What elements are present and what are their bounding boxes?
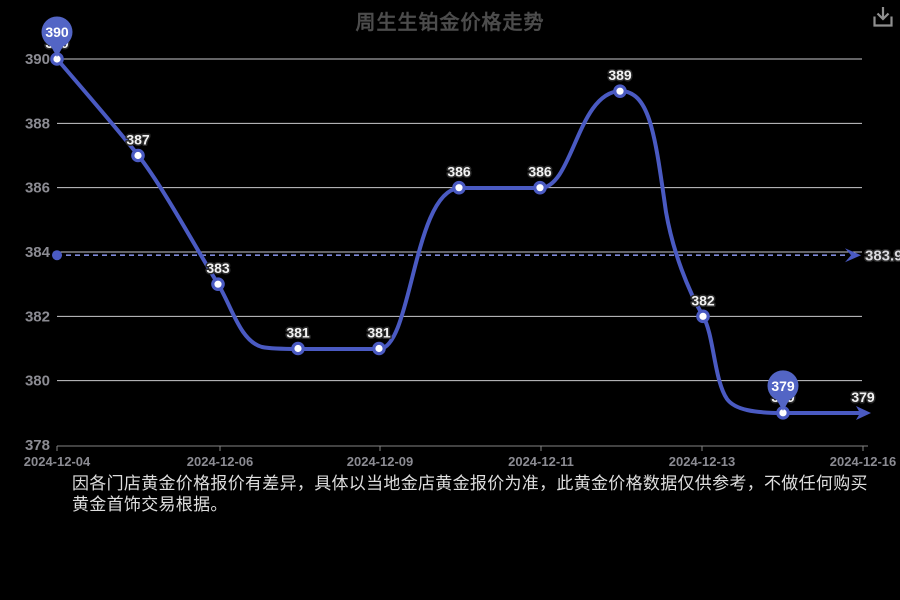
- x-tick-label: 2024-12-09: [347, 454, 414, 469]
- data-point-label: 386: [528, 164, 552, 180]
- data-point-label: 389: [608, 67, 632, 83]
- data-point-marker[interactable]: [613, 84, 627, 98]
- data-point-marker[interactable]: [372, 341, 386, 356]
- y-tick-label: 380: [25, 373, 50, 390]
- chart-title: 周生生铂金价格走势: [355, 12, 545, 34]
- download-icon[interactable]: [870, 4, 896, 30]
- x-tick-label: 2024-12-13: [669, 454, 736, 469]
- current-price-arrow-icon: [845, 248, 861, 263]
- download-arrow-head: [876, 12, 890, 21]
- price-badge-balloon: [767, 370, 799, 402]
- data-point-marker[interactable]: [131, 148, 145, 163]
- data-point-label: 382: [691, 292, 715, 308]
- x-tick-label: 2024-12-11: [508, 454, 574, 469]
- data-point-label: 386: [447, 164, 471, 180]
- y-tick-label: 386: [25, 180, 50, 197]
- line-end-arrow-icon: [856, 406, 871, 420]
- x-tick-label: 2024-12-04: [24, 454, 91, 469]
- download-tray: [873, 16, 893, 27]
- data-point-label: 383: [206, 260, 230, 276]
- data-point-label: 379: [851, 389, 875, 405]
- y-tick-label: 378: [25, 437, 50, 454]
- data-point-label: 381: [367, 325, 391, 341]
- data-point-marker[interactable]: [211, 277, 225, 291]
- current-price-label: 383.9: [865, 248, 900, 265]
- x-tick-label: 2024-12-16: [830, 454, 897, 469]
- disclaimer-text: 因各门店黄金价格报价有差异，具体以当地金店黄金报价为准，此黄金价格数据仅供参考，…: [72, 474, 868, 514]
- data-point-marker[interactable]: [533, 180, 547, 195]
- x-tick-label: 2024-12-06: [187, 454, 254, 469]
- price-line: [55, 57, 865, 415]
- price-badge-label: 390: [45, 24, 69, 40]
- y-tick-label: 384: [25, 244, 51, 261]
- data-point-marker[interactable]: [452, 180, 466, 195]
- data-point-marker[interactable]: [696, 309, 710, 324]
- y-tick-label: 382: [25, 308, 50, 325]
- current-price-dot: [52, 250, 62, 261]
- data-point-marker[interactable]: [291, 341, 305, 356]
- y-tick-label: 390: [25, 51, 50, 68]
- price-badge-label: 379: [771, 378, 795, 394]
- y-tick-label: 388: [25, 115, 50, 132]
- price-badge-balloon: [41, 16, 73, 48]
- data-point-label: 381: [286, 325, 310, 341]
- data-point-label: 387: [126, 132, 150, 148]
